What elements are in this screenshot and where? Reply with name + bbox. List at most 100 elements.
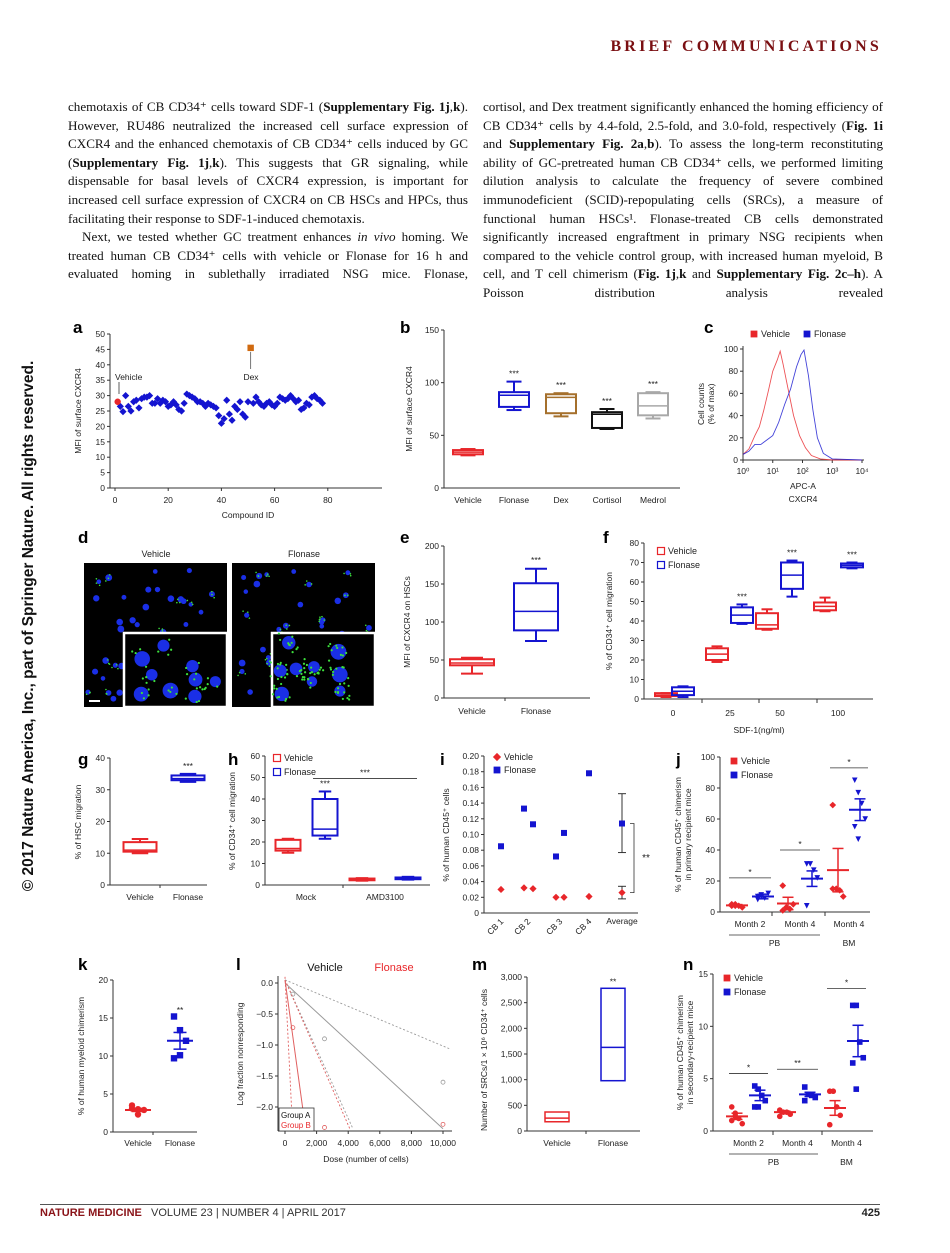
nucleus	[291, 569, 297, 574]
panel-label-g: g	[78, 750, 88, 769]
dex-annotation: Dex	[243, 372, 259, 382]
x-category-label: Cortisol	[593, 495, 622, 505]
panel-label-k: k	[78, 955, 88, 974]
cxcr4-signal	[321, 615, 323, 618]
y-tick-label: 15	[99, 1013, 109, 1023]
cxcr4-signal	[291, 651, 294, 654]
legend-swatch	[730, 771, 738, 779]
panel-label-n: n	[683, 955, 693, 974]
confidence-line	[284, 979, 452, 1050]
compound-point	[220, 415, 228, 423]
nucleus	[264, 572, 269, 577]
cxcr4-signal	[285, 663, 288, 666]
nucleus	[134, 651, 150, 667]
point-flonase	[586, 770, 592, 777]
cxcr4-signal	[280, 682, 283, 686]
text-run: Next, we tested whether GC treatment enh…	[82, 229, 358, 245]
cxcr4-signal	[280, 675, 283, 679]
cxcr4-signal	[301, 675, 304, 679]
nucleus	[146, 668, 158, 681]
cxcr4-signal	[276, 696, 279, 699]
compound-point	[122, 392, 130, 400]
cxcr4-signal	[309, 681, 312, 685]
compound-point	[233, 405, 241, 414]
y-tick-label: 20	[96, 817, 106, 827]
data-point	[322, 1125, 327, 1130]
significance-stars: **	[177, 1005, 184, 1015]
compound-point	[124, 402, 132, 410]
y-tick-label: 20	[729, 433, 739, 443]
cxcr4-signal	[238, 671, 241, 674]
cxcr4-signal	[153, 679, 156, 683]
point-vehicle	[829, 801, 837, 809]
y-tick-label: 100	[425, 617, 439, 627]
y-tick-label: 1,000	[501, 1075, 523, 1085]
compound-point	[249, 399, 257, 407]
cxcr4-signal	[264, 658, 267, 661]
histogram-vehicle	[742, 349, 862, 461]
y-tick-label: 0.16	[462, 782, 479, 792]
y-axis-label: % of human myeloid chimerism	[76, 997, 86, 1115]
y-tick-label: 20	[251, 837, 261, 847]
point-vehicle	[830, 1088, 837, 1095]
significance-stars: **	[642, 853, 650, 864]
confidence-line	[284, 976, 294, 1129]
micrograph-flonase	[232, 563, 377, 709]
y-tick-label: 0	[474, 908, 479, 918]
y-tick-label: 60	[706, 814, 716, 824]
point-flonase	[751, 1104, 758, 1110]
cxcr4-signal	[111, 666, 113, 669]
text-run: and	[483, 136, 510, 152]
point-vehicle	[134, 1111, 142, 1118]
nucleus	[342, 592, 349, 599]
compound-point	[177, 407, 186, 415]
compound-point	[297, 405, 305, 414]
panel-label-i: i	[440, 750, 445, 769]
cxcr4-signal	[347, 676, 350, 680]
legend-swatch	[492, 752, 502, 762]
text-run: and	[686, 266, 717, 282]
cxcr4-signal	[266, 657, 268, 660]
legend-swatch	[272, 767, 282, 777]
cxcr4-signal	[343, 691, 346, 694]
legend-label: Vehicle	[761, 329, 790, 339]
compound-point	[207, 401, 215, 409]
compound-point	[300, 404, 308, 412]
nucleus	[239, 668, 245, 675]
cxcr4-signal	[349, 574, 352, 577]
text-run: cortisol, and Dex treatment significantl…	[483, 99, 883, 133]
cxcr4-signal	[343, 572, 345, 575]
y-tick-label: 0.10	[462, 830, 479, 840]
y-tick-label: 50	[430, 655, 440, 665]
nucleus	[162, 682, 179, 699]
compound-point	[236, 398, 244, 406]
y-tick-label: 0	[100, 483, 105, 493]
cxcr4-signal	[310, 671, 314, 674]
legend-swatch	[723, 974, 731, 982]
y-tick-label: 40	[706, 845, 716, 855]
micrograph-label: Vehicle	[141, 549, 170, 559]
panel-label-l: l	[236, 955, 241, 974]
y-tick-label: 0.02	[462, 892, 479, 902]
y-tick-label: 1,500	[501, 1049, 523, 1059]
page-number: 425	[861, 1207, 880, 1219]
cxcr4-signal	[206, 677, 210, 680]
cxcr4-signal	[286, 628, 288, 630]
y-tick-label: 30	[96, 391, 106, 401]
data-point	[290, 1025, 296, 1031]
cxcr4-signal	[170, 686, 173, 689]
text-run: ). A Poisson distribution analysis revea…	[483, 266, 883, 300]
cxcr4-signal	[269, 661, 272, 664]
text-run: in vivo	[357, 229, 396, 245]
nucleus	[186, 567, 192, 574]
cxcr4-signal	[310, 583, 313, 585]
cxcr4-signal	[191, 603, 194, 606]
significance-stars: ***	[556, 380, 567, 390]
cxcr4-signal	[341, 697, 344, 701]
significance-stars: *	[748, 867, 752, 877]
x-category-label: Vehicle	[543, 1138, 571, 1148]
cxcr4-signal	[277, 695, 281, 699]
y-tick-label: 3,000	[501, 972, 523, 982]
body-column-right: cortisol, and Dex treatment significantl…	[483, 98, 883, 303]
y-tick-label: 0.04	[462, 877, 479, 887]
